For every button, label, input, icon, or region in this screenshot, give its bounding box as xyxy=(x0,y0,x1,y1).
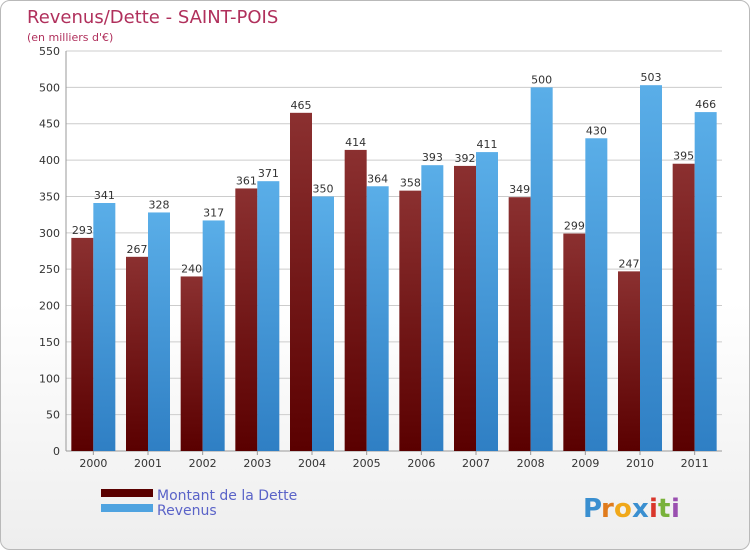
x-tick-label: 2002 xyxy=(189,457,217,470)
bar-dette xyxy=(290,112,312,452)
bar-revenus xyxy=(202,220,225,451)
y-tick-label: 300 xyxy=(39,227,60,240)
value-label: 328 xyxy=(149,198,170,211)
value-label: 350 xyxy=(313,182,334,195)
value-label: 358 xyxy=(400,177,421,190)
proxiti-logo: P r o x i t i xyxy=(583,494,680,524)
value-label: 500 xyxy=(531,73,552,86)
value-label: 293 xyxy=(72,224,93,237)
value-label: 371 xyxy=(258,167,279,180)
value-label: 361 xyxy=(236,174,257,187)
bars xyxy=(71,85,717,452)
y-tick-label: 450 xyxy=(39,118,60,131)
bar-dette xyxy=(454,165,476,451)
value-label: 364 xyxy=(367,172,388,185)
x-tick-label: 2010 xyxy=(626,457,654,470)
svg-text:i: i xyxy=(649,494,658,524)
x-tick-label: 2009 xyxy=(571,457,599,470)
bar-revenus xyxy=(585,138,608,452)
value-label: 393 xyxy=(422,151,443,164)
chart-title: Revenus/Dette - SAINT-POIS xyxy=(27,7,278,28)
bar-dette xyxy=(71,237,94,451)
bar-dette xyxy=(180,276,203,451)
y-tick-label: 550 xyxy=(39,45,60,58)
value-label: 267 xyxy=(127,243,148,256)
bar-revenus xyxy=(640,85,662,451)
bar-dette xyxy=(126,256,148,451)
legend-swatch-debt xyxy=(101,489,153,497)
bar-revenus xyxy=(530,87,553,451)
chart-subtitle: (en milliers d'€) xyxy=(27,31,113,44)
bar-dette xyxy=(618,271,640,451)
gridlines xyxy=(65,50,722,452)
svg-text:o: o xyxy=(614,494,632,524)
svg-text:i: i xyxy=(671,494,680,524)
y-tick-label: 150 xyxy=(39,336,60,349)
bar-revenus xyxy=(312,196,334,451)
bar-revenus xyxy=(476,152,498,451)
bar-dette xyxy=(563,233,586,451)
x-tick-label: 2007 xyxy=(462,457,490,470)
svg-text:t: t xyxy=(658,494,670,524)
x-tick-label: 2011 xyxy=(681,457,709,470)
x-tick-label: 2003 xyxy=(243,457,271,470)
bar-dette xyxy=(672,163,695,451)
legend-swatch-revenus xyxy=(101,504,153,512)
value-label: 466 xyxy=(695,98,716,111)
y-tick-label: 250 xyxy=(39,263,60,276)
value-label: 317 xyxy=(203,206,224,219)
x-axis-ticks: 2000 2001 2002 2003 2004 2005 2006 2007 2008 2009… xyxy=(79,451,709,470)
x-tick-label: 2005 xyxy=(353,457,381,470)
y-tick-label: 0 xyxy=(53,445,60,458)
x-tick-label: 2004 xyxy=(298,457,326,470)
bar-revenus xyxy=(421,165,444,451)
legend-label-debt: Montant de la Dette xyxy=(157,488,297,504)
y-tick-label: 50 xyxy=(46,409,60,422)
bar-dette xyxy=(235,188,258,452)
value-label: 240 xyxy=(181,262,202,275)
x-tick-label: 2001 xyxy=(134,457,162,470)
y-tick-label: 200 xyxy=(39,300,60,313)
value-label: 430 xyxy=(586,124,607,137)
svg-text:x: x xyxy=(632,494,649,524)
bar-revenus xyxy=(366,186,389,452)
value-label: 349 xyxy=(509,183,530,196)
value-label: 411 xyxy=(477,138,498,151)
y-axis-ticks: 0 50 100 150 200 250 300 350 400 450 500 550 xyxy=(39,45,60,458)
bar-dette xyxy=(399,190,422,452)
legend: Montant de la Dette Revenus xyxy=(101,488,297,519)
bar-dette xyxy=(344,149,367,451)
bar-revenus xyxy=(694,112,717,451)
value-label: 395 xyxy=(673,150,694,163)
x-tick-label: 2000 xyxy=(79,457,107,470)
value-label: 392 xyxy=(455,152,476,165)
y-tick-label: 400 xyxy=(39,154,60,167)
y-tick-label: 100 xyxy=(39,372,60,385)
legend-label-revenus: Revenus xyxy=(157,503,217,519)
svg-text:r: r xyxy=(601,494,614,524)
value-label: 414 xyxy=(345,136,366,149)
bar-revenus xyxy=(93,203,116,451)
y-tick-label: 500 xyxy=(39,81,60,94)
y-tick-label: 350 xyxy=(39,190,60,203)
bar-revenus xyxy=(148,212,170,451)
value-label: 341 xyxy=(94,189,115,202)
svg-text:P: P xyxy=(583,494,602,524)
value-label: 503 xyxy=(641,71,662,84)
value-label: 299 xyxy=(564,220,585,233)
bar-revenus xyxy=(257,181,280,451)
x-tick-label: 2006 xyxy=(407,457,435,470)
bar-dette xyxy=(508,197,531,451)
x-tick-label: 2008 xyxy=(517,457,545,470)
value-label: 247 xyxy=(619,257,640,270)
value-label: 465 xyxy=(291,99,312,112)
